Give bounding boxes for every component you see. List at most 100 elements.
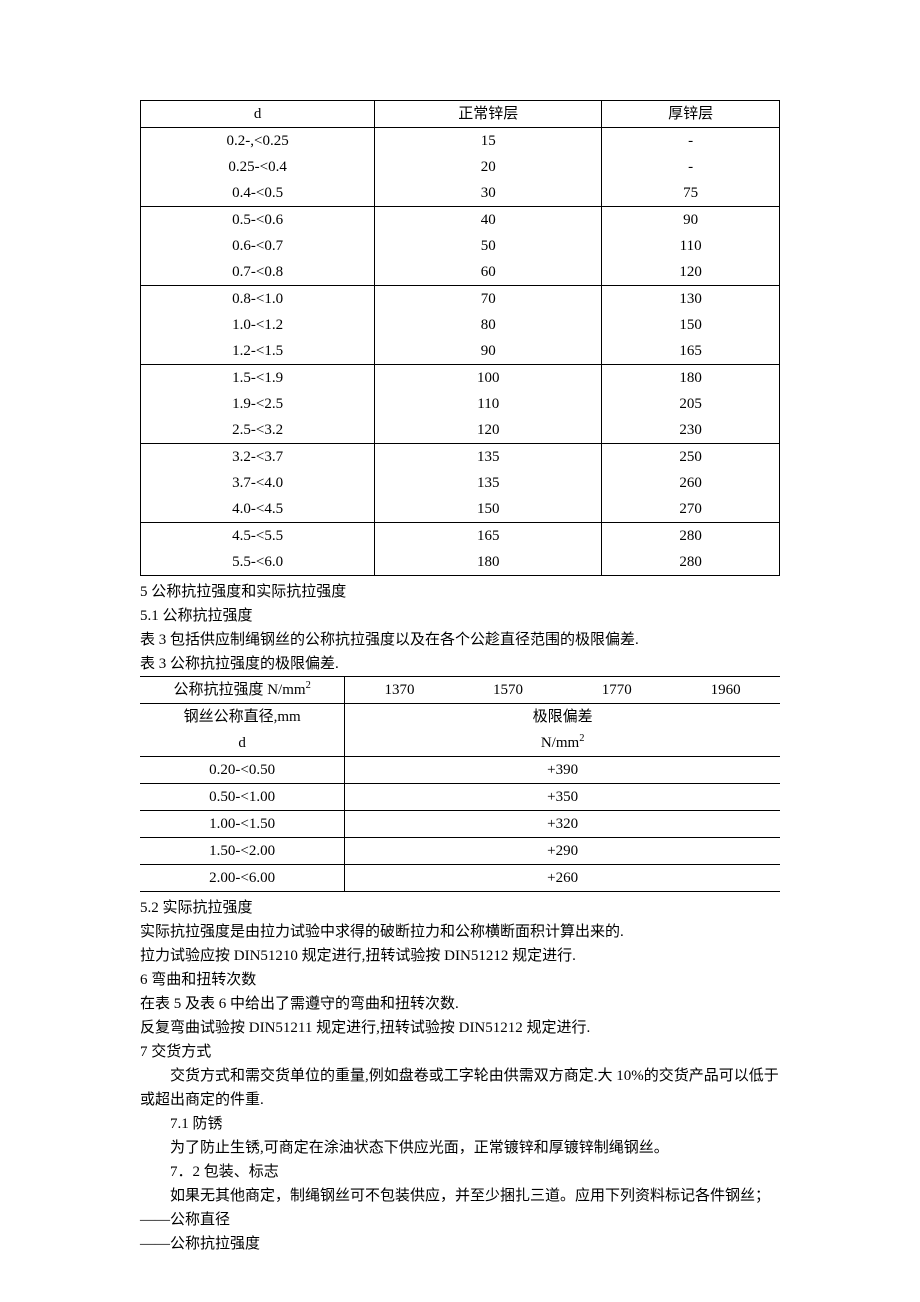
table-cell: 0.6-<0.7 [141,233,375,259]
table-cell: 180 [602,365,780,392]
table-row: 0.4-<0.53075 [141,180,780,207]
col-d: d [141,101,375,128]
section-7: 7 交货方式 [140,1040,780,1064]
th-1960: 1960 [671,677,780,704]
table-cell: 40 [375,207,602,234]
section-7-1: 7.1 防锈 [140,1112,780,1136]
table-cell: +350 [345,784,780,811]
table-cell: 50 [375,233,602,259]
table-cell: 0.2-,<0.25 [141,128,375,155]
table-cell: 120 [602,259,780,286]
th-1370: 1370 [345,677,454,704]
table-cell: 80 [375,312,602,338]
th-limit: 极限偏差 [345,704,780,731]
para-t3-desc: 表 3 包括供应制绳钢丝的公称抗拉强度以及在各个公趁直径范围的极限偏差. [140,628,780,652]
table-row: 3.7-<4.0135260 [141,470,780,496]
table-cell: 110 [375,391,602,417]
table-row: 1.00-<1.50+320 [140,811,780,838]
table-cell: 0.5-<0.6 [141,207,375,234]
table-cell: 165 [375,523,602,550]
table-cell: 15 [375,128,602,155]
table-cell: 0.7-<0.8 [141,259,375,286]
table-cell: 0.20-<0.50 [140,757,345,784]
th-1770: 1770 [562,677,671,704]
table-cell: 0.8-<1.0 [141,286,375,313]
para-rust: 为了防止生锈,可商定在涂油状态下供应光面，正常镀锌和厚镀锌制绳钢丝。 [140,1136,780,1160]
table-row: 2.5-<3.2120230 [141,417,780,444]
table-cell: 270 [602,496,780,523]
table-row: 1.5-<1.9100180 [141,365,780,392]
section-7-2: 7．2 包装、标志 [140,1160,780,1184]
table-cell: 180 [375,549,602,576]
table-cell: 135 [375,444,602,471]
table-cell: 2.5-<3.2 [141,417,375,444]
table-cell: 1.2-<1.5 [141,338,375,365]
table-row: 4.0-<4.5150270 [141,496,780,523]
table-cell: 1.00-<1.50 [140,811,345,838]
table-row: 3.2-<3.7135250 [141,444,780,471]
table-cell: - [602,154,780,180]
table-cell: 4.0-<4.5 [141,496,375,523]
table-cell: 280 [602,549,780,576]
table-cell: 5.5-<6.0 [141,549,375,576]
table-row: 0.8-<1.070130 [141,286,780,313]
table-cell: 150 [375,496,602,523]
table-cell: 0.4-<0.5 [141,180,375,207]
table-row: 1.9-<2.5110205 [141,391,780,417]
table-row: 5.5-<6.0180280 [141,549,780,576]
table-cell: 120 [375,417,602,444]
table-row: 0.7-<0.860120 [141,259,780,286]
table-row: 0.2-,<0.2515- [141,128,780,155]
section-5: 5 公称抗拉强度和实际抗拉强度 [140,580,780,604]
para-din51211: 反复弯曲试验按 DIN51211 规定进行,扭转试验按 DIN51212 规定进… [140,1016,780,1040]
table-cell: 0.25-<0.4 [141,154,375,180]
th-diameter: 钢丝公称直径,mm [140,704,345,731]
table-cell: 1.5-<1.9 [141,365,375,392]
para-delivery: 交货方式和需交货单位的重量,例如盘卷或工字轮由供需双方商定.大 10%的交货产品… [140,1064,780,1112]
table-cell: 130 [602,286,780,313]
table-cell: 1.9-<2.5 [141,391,375,417]
col-normal: 正常锌层 [375,101,602,128]
th-nominal-strength: 公称抗拉强度 N/mm2 [140,677,345,704]
table-cell: 150 [602,312,780,338]
para-nominal-dia: ——公称直径 [140,1208,780,1232]
table-cell: 20 [375,154,602,180]
section-6: 6 弯曲和扭转次数 [140,968,780,992]
table-cell: 90 [602,207,780,234]
table-cell: 135 [375,470,602,496]
table-cell: 280 [602,523,780,550]
table-cell: 70 [375,286,602,313]
table-cell: 90 [375,338,602,365]
table-row: 2.00-<6.00+260 [140,865,780,892]
th-unit: N/mm2 [345,730,780,757]
para-din51210: 拉力试验应按 DIN51210 规定进行,扭转试验按 DIN51212 规定进行… [140,944,780,968]
table-cell: 75 [602,180,780,207]
table-cell: - [602,128,780,155]
table-cell: 30 [375,180,602,207]
tensile-strength-table: 公称抗拉强度 N/mm2 1370 1570 1770 1960 钢丝公称直径,… [140,676,780,892]
table-cell: 3.7-<4.0 [141,470,375,496]
table-cell: 165 [602,338,780,365]
table-cell: 60 [375,259,602,286]
table-row: 0.5-<0.64090 [141,207,780,234]
table-cell: 205 [602,391,780,417]
col-thick: 厚锌层 [602,101,780,128]
para-t3-title: 表 3 公称抗拉强度的极限偏差. [140,652,780,676]
para-nominal-str: ——公称抗拉强度 [140,1232,780,1256]
table-cell: 3.2-<3.7 [141,444,375,471]
table-cell: +260 [345,865,780,892]
para-actual: 实际抗拉强度是由拉力试验中求得的破断拉力和公称横断面积计算出来的. [140,920,780,944]
table-cell: 4.5-<5.5 [141,523,375,550]
table-cell: 0.50-<1.00 [140,784,345,811]
table-cell: 260 [602,470,780,496]
section-5-1: 5.1 公称抗拉强度 [140,604,780,628]
table-row: 0.20-<0.50+390 [140,757,780,784]
table-row: 1.2-<1.590165 [141,338,780,365]
table-cell: 100 [375,365,602,392]
table-row: 0.6-<0.750110 [141,233,780,259]
table-cell: 1.0-<1.2 [141,312,375,338]
section-5-2: 5.2 实际抗拉强度 [140,896,780,920]
table-row: 4.5-<5.5165280 [141,523,780,550]
table-cell: 1.50-<2.00 [140,838,345,865]
th-1570: 1570 [454,677,563,704]
